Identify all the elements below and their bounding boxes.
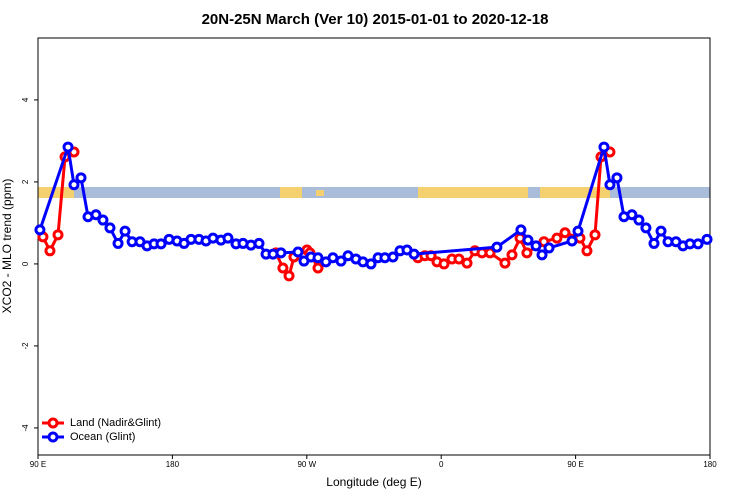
legend-marker bbox=[47, 431, 59, 443]
point bbox=[530, 240, 542, 252]
point bbox=[275, 247, 287, 259]
point bbox=[222, 232, 234, 244]
legend-label: Land (Nadir&Glint) bbox=[70, 417, 161, 429]
point bbox=[104, 222, 116, 234]
point bbox=[536, 249, 548, 261]
map-ocean bbox=[38, 187, 710, 198]
point bbox=[506, 249, 518, 261]
map-land bbox=[418, 187, 528, 198]
point bbox=[387, 251, 399, 263]
point bbox=[277, 262, 289, 274]
x-tick-label: 180 bbox=[703, 460, 717, 469]
point bbox=[97, 214, 109, 226]
point bbox=[90, 209, 102, 221]
x-axis-title: Longitude (deg E) bbox=[326, 475, 421, 489]
point bbox=[408, 248, 420, 260]
point bbox=[559, 227, 571, 239]
point bbox=[521, 247, 533, 259]
point bbox=[312, 252, 324, 264]
y-tick-label: -4 bbox=[21, 424, 30, 432]
legend-marker bbox=[47, 417, 59, 429]
point bbox=[515, 224, 527, 236]
x-tick-label: 0 bbox=[439, 460, 444, 469]
y-tick-label: 2 bbox=[21, 179, 30, 184]
point bbox=[253, 237, 265, 249]
point bbox=[155, 238, 167, 250]
x-tick-label: 90 E bbox=[30, 460, 46, 469]
point bbox=[701, 233, 713, 245]
point bbox=[68, 179, 80, 191]
point bbox=[34, 224, 46, 236]
y-axis-title: XCO2 - MLO trend (ppm) bbox=[0, 179, 14, 314]
point bbox=[365, 258, 377, 270]
map-land bbox=[38, 187, 74, 198]
x-tick-label: 180 bbox=[166, 460, 180, 469]
point bbox=[461, 257, 473, 269]
y-tick-label: 0 bbox=[21, 261, 30, 266]
point bbox=[648, 237, 660, 249]
map-land bbox=[316, 190, 324, 196]
point bbox=[119, 225, 131, 237]
point bbox=[655, 225, 667, 237]
plot-frame bbox=[37, 37, 711, 456]
y-tick-label: -2 bbox=[21, 342, 30, 350]
point bbox=[438, 258, 450, 270]
point bbox=[611, 172, 623, 184]
x-tick-label: 90 E bbox=[567, 460, 583, 469]
point bbox=[52, 229, 64, 241]
map-strip bbox=[38, 187, 710, 198]
point bbox=[453, 253, 465, 265]
point bbox=[112, 237, 124, 249]
point bbox=[581, 245, 593, 257]
point bbox=[335, 255, 347, 267]
point bbox=[522, 234, 534, 246]
map-land bbox=[540, 187, 610, 198]
x-tick-label: 90 W bbox=[297, 460, 316, 469]
point bbox=[491, 241, 503, 253]
point bbox=[312, 262, 324, 274]
legend-label: Ocean (Glint) bbox=[70, 431, 135, 443]
point bbox=[566, 235, 578, 247]
point bbox=[589, 229, 601, 241]
point bbox=[283, 270, 295, 282]
point bbox=[626, 209, 638, 221]
y-tick-label: 4 bbox=[21, 97, 30, 102]
point bbox=[572, 225, 584, 237]
point bbox=[62, 141, 74, 153]
point bbox=[640, 222, 652, 234]
point bbox=[292, 246, 304, 258]
point bbox=[598, 141, 610, 153]
point bbox=[551, 232, 563, 244]
point bbox=[692, 238, 704, 250]
point bbox=[604, 179, 616, 191]
point bbox=[499, 257, 511, 269]
point bbox=[543, 242, 555, 254]
point bbox=[75, 172, 87, 184]
map-land bbox=[280, 187, 302, 198]
point bbox=[633, 214, 645, 226]
chart-title: 20N-25N March (Ver 10) 2015-01-01 to 202… bbox=[202, 11, 549, 28]
point bbox=[44, 245, 56, 257]
